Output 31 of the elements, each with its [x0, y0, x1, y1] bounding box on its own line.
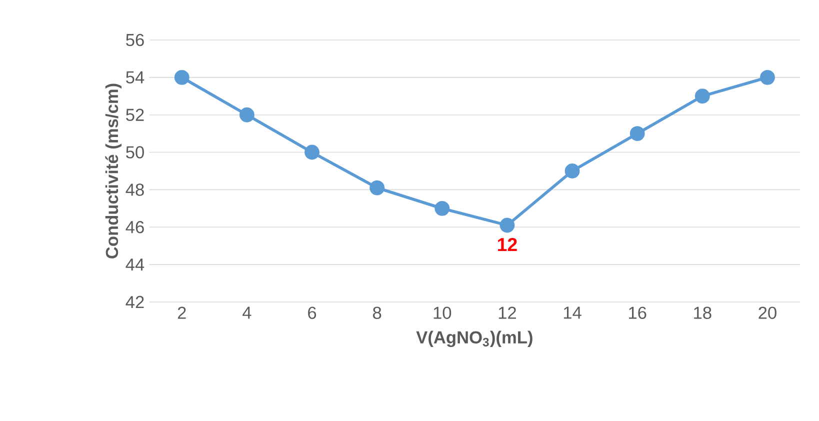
y-tick-label: 46 [126, 220, 144, 234]
point [630, 126, 645, 142]
point [434, 200, 450, 216]
point [760, 70, 775, 85]
y-tick-label: 56 [126, 34, 144, 46]
x-tick-label: 12 [498, 306, 516, 319]
x-tick-label: 20 [758, 306, 776, 319]
x-tick-label: 18 [694, 306, 712, 319]
y-tick-label: 44 [126, 258, 144, 271]
x-tick-label: 6 [308, 306, 316, 319]
point [694, 88, 710, 104]
y-tick-label: 42 [126, 296, 144, 308]
point [370, 180, 385, 196]
x-tick-label: 2 [178, 306, 186, 319]
x-tick-label: 8 [373, 306, 382, 319]
point [304, 144, 320, 160]
y-tick-label: 52 [126, 108, 144, 121]
y-tick-label: 50 [126, 146, 144, 158]
point [500, 218, 515, 233]
x-tick-label: 14 [564, 306, 582, 319]
point [239, 107, 254, 122]
x-tick-label: 16 [629, 306, 646, 319]
y-tick-label: 48 [126, 184, 144, 196]
point [174, 70, 190, 85]
y-tick-label: 54 [126, 71, 144, 84]
annotation: 12 [498, 238, 517, 252]
x-tick-label: 10 [434, 306, 452, 319]
x-axis-title: V(AgNO$_{3}$)(mL) [416, 330, 532, 348]
point [564, 164, 580, 178]
y-axis-title: Conductivité (ms/cm) [105, 84, 122, 258]
x-tick-label: 4 [242, 306, 252, 319]
